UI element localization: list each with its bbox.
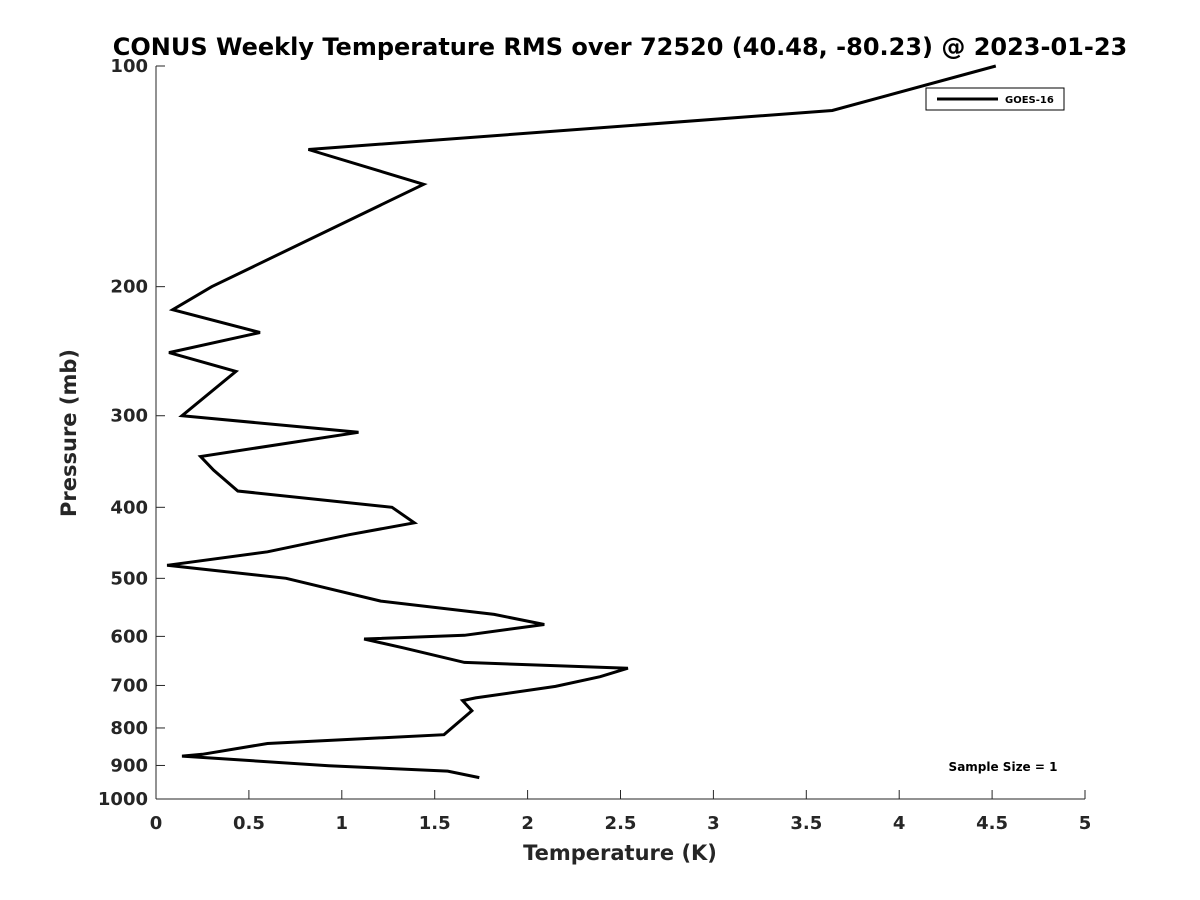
- y-tick-label: 500: [110, 568, 148, 589]
- x-tick-label: 5: [1079, 813, 1092, 834]
- x-tick-label: 3.5: [790, 813, 822, 834]
- y-tick-label: 300: [110, 406, 148, 427]
- y-tick-label: 400: [110, 497, 148, 518]
- y-axis-label: Pressure (mb): [57, 349, 81, 517]
- y-tick-label: 700: [110, 675, 148, 696]
- x-tick-label: 0.5: [233, 813, 265, 834]
- y-tick-label: 1000: [98, 789, 148, 810]
- chart-title: CONUS Weekly Temperature RMS over 72520 …: [113, 33, 1127, 61]
- x-tick-label: 2: [521, 813, 534, 834]
- x-tick-label: 1: [336, 813, 349, 834]
- legend: GOES-16: [925, 87, 1065, 111]
- y-tick-label: 200: [110, 277, 148, 298]
- series-line-goes-16: [166, 64, 997, 780]
- x-tick-label: 4: [893, 813, 906, 834]
- sample-size-annotation: Sample Size = 1: [949, 760, 1058, 774]
- legend-label-goes-16: GOES-16: [1005, 95, 1054, 106]
- y-tick-label: 800: [110, 718, 148, 739]
- x-tick-label: 1.5: [419, 813, 451, 834]
- y-tick-label: 600: [110, 626, 148, 647]
- tick-marks: 0 0.5 1 1.5 2 2.5 3 3.5 4 4.5 5 100 200 300 400 500 600 7…: [98, 56, 1091, 834]
- series-lines: [166, 64, 997, 780]
- x-axis-label: Temperature (K): [523, 841, 717, 865]
- x-tick-label: 4.5: [976, 813, 1008, 834]
- y-tick-label: 900: [110, 755, 148, 776]
- x-tick-label: 2.5: [605, 813, 637, 834]
- x-tick-label: 0: [150, 813, 163, 834]
- y-tick-label: 100: [110, 56, 148, 77]
- x-tick-label: 3: [707, 813, 720, 834]
